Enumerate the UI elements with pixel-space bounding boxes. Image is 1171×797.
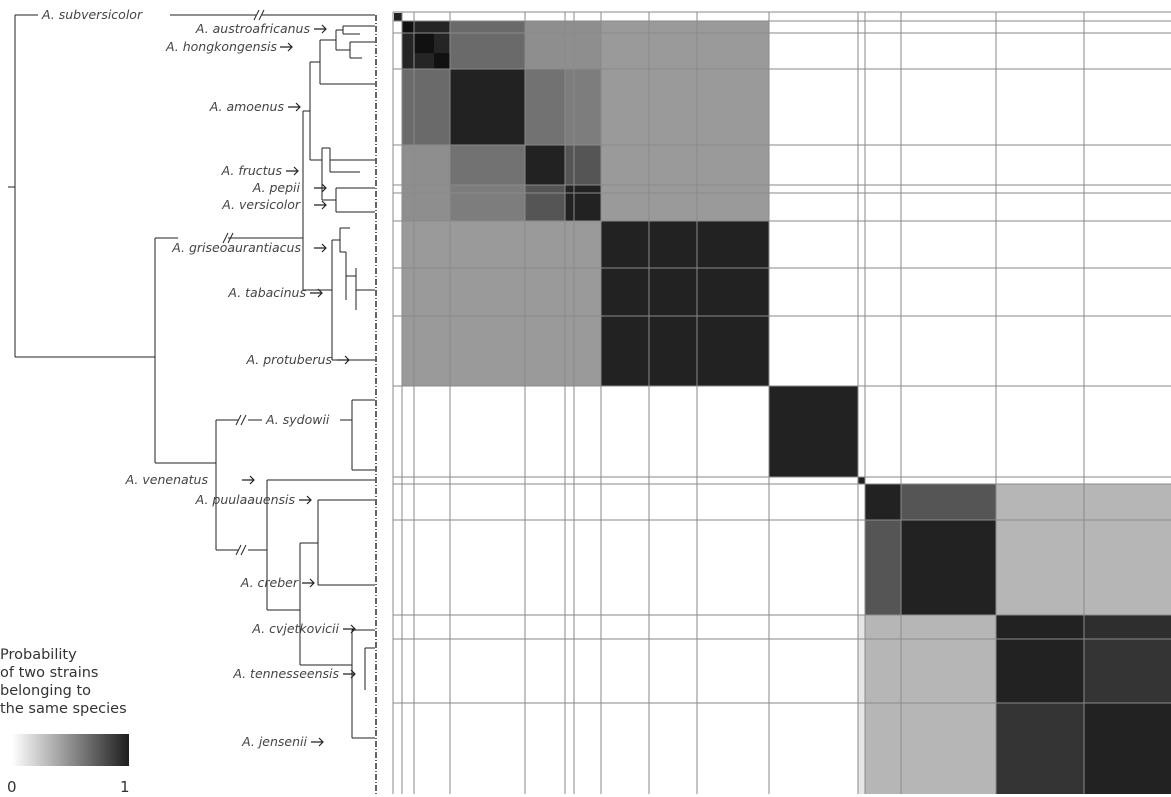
legend-title-line-4: the same species (0, 701, 127, 717)
matrix-cell-fructus (525, 145, 565, 185)
label-amoenus: A. amoenus (209, 99, 285, 114)
phylogenetic-tree (8, 9, 377, 794)
label-versicolor: A. versicolor (221, 197, 301, 212)
legend-min-label: 0 (7, 778, 17, 796)
matrix-block-griseoaurantiacus-tabacinus-protuberus (601, 221, 769, 386)
label-tabacinus: A. tabacinus (227, 285, 306, 300)
matrix-grid-horizontal (393, 20, 1171, 704)
legend-title-line-3: belonging to (0, 683, 91, 699)
label-austroafricanus: A. austroafricanus (195, 21, 311, 36)
matrix-cell-subversicolor (394, 13, 402, 21)
species-labels: A. subversicolor A. austroafricanus A. h… (41, 7, 340, 749)
matrix-cell-creber (901, 520, 996, 615)
legend-gradient-bar (12, 734, 129, 766)
matrix-cell-puulaauensis (865, 484, 901, 520)
label-griseoaurantiacus: A. griseoaurantiacus (171, 240, 301, 255)
matrix-grid-vertical (401, 12, 1085, 794)
probability-matrix (392, 11, 1171, 794)
label-pepii: A. pepii (252, 180, 301, 195)
matrix-cell-venenatus (858, 477, 865, 484)
label-fructus: A. fructus (221, 163, 283, 178)
label-tennesseensis: A. tennesseensis (232, 666, 339, 681)
matrix-cell-sydowii (769, 386, 858, 477)
label-cvjetkovicii: A. cvjetkovicii (251, 621, 339, 636)
label-sydowii: A. sydowii (265, 412, 330, 427)
label-protuberus: A. protuberus (246, 352, 333, 367)
legend-title-line-2: of two strains (0, 665, 98, 681)
label-jensenii: A. jensenii (241, 734, 307, 749)
label-subversicolor: A. subversicolor (41, 7, 143, 22)
label-creber: A. creber (240, 575, 299, 590)
matrix-cell-amoenus (450, 69, 525, 145)
matrix-cell-versicolor (565, 185, 601, 221)
label-puulaauensis: A. puulaauensis (195, 492, 296, 507)
label-venenatus: A. venenatus (125, 472, 209, 487)
legend-title-line-1: Probability (0, 647, 77, 663)
legend-max-label: 1 (120, 778, 130, 796)
label-hongkongensis: A. hongkongensis (165, 39, 277, 54)
legend: Probability of two strains belonging to … (0, 647, 130, 796)
label-arrows (242, 24, 356, 747)
